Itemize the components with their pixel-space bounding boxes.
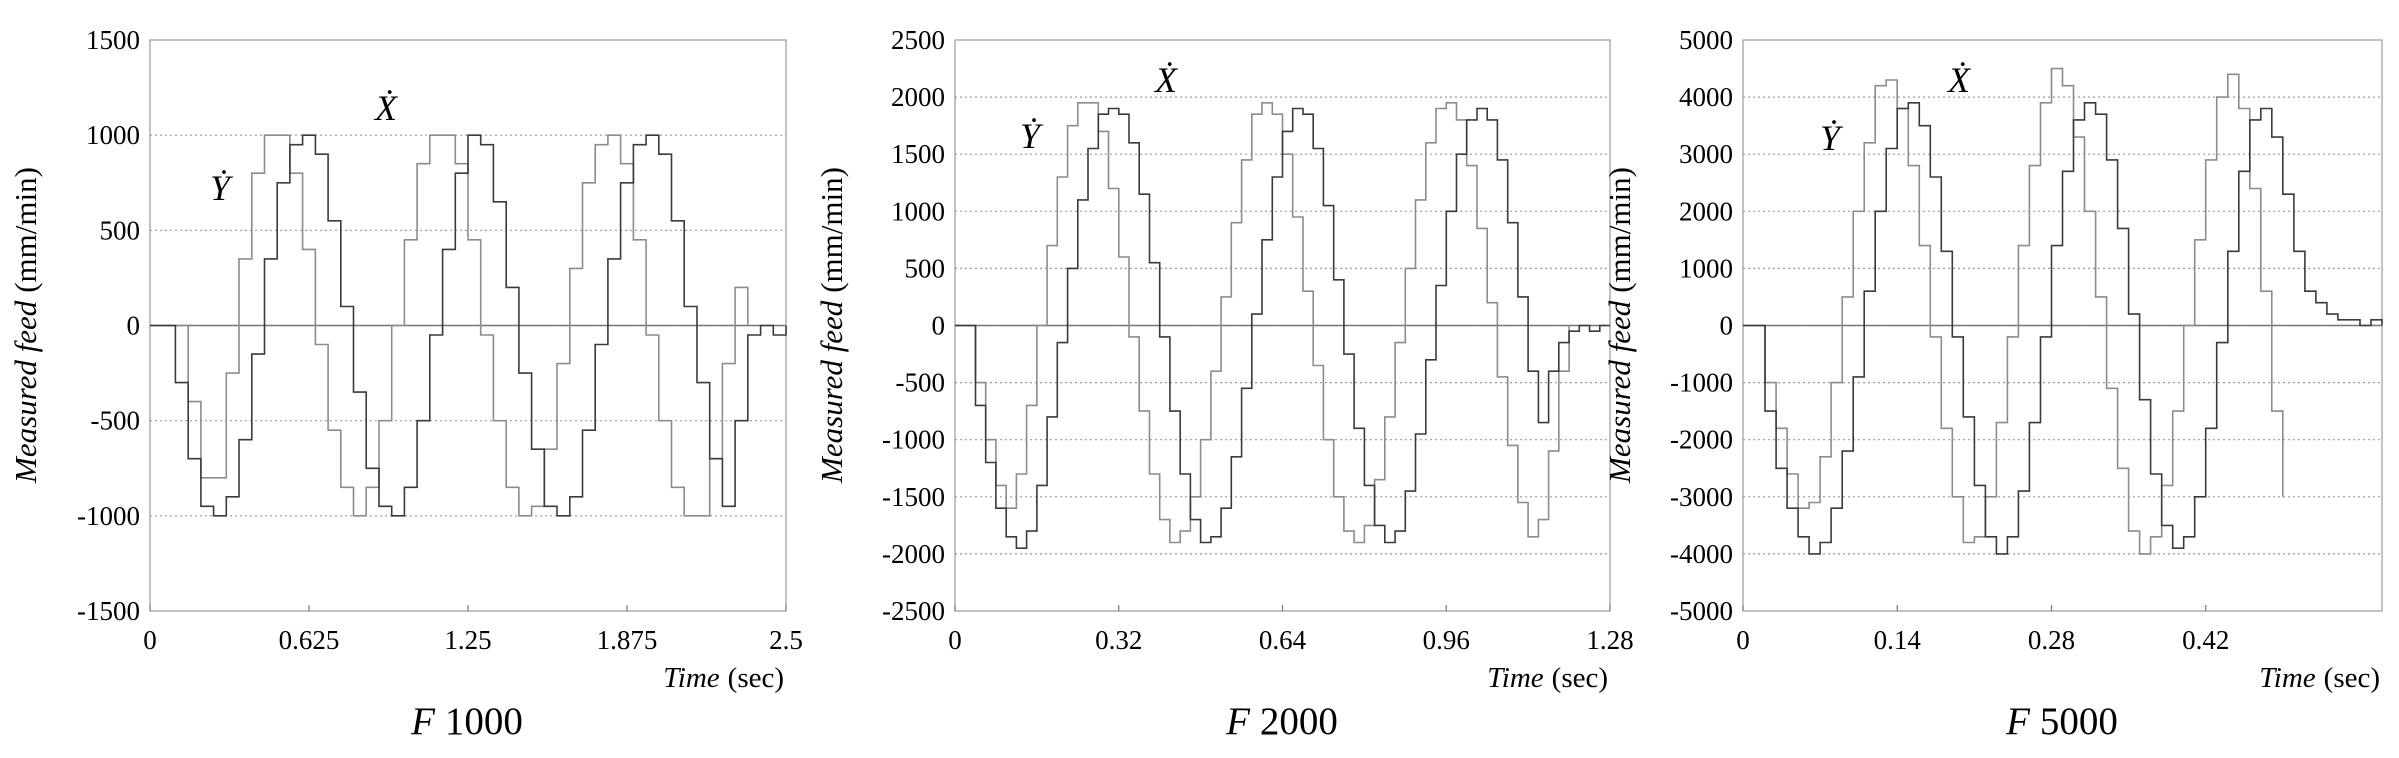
- y-axis-label-italic: Measured feed: [1602, 300, 1637, 484]
- x-axis-label-unit: (sec): [2324, 662, 2380, 694]
- y-axis-label-unit: (mm/min): [8, 167, 43, 293]
- y-tick-label: -2000: [882, 539, 945, 569]
- y-tick-label: 3000: [1679, 139, 1733, 169]
- chart-panel-f5000: -5000 -4000 -3000 -2000 -1000 0 1000 2000 3000 40…: [1602, 25, 2383, 743]
- x-tick-label: 1.25: [444, 625, 491, 655]
- x-tick-label: 0.32: [1095, 625, 1142, 655]
- y-axis-label-unit: (mm/min): [1602, 167, 1637, 293]
- y-tick-label: 500: [905, 253, 946, 283]
- caption-prefix: F: [2005, 700, 2031, 743]
- x-tick-label: 0.14: [1874, 625, 1922, 655]
- y-tick-label: -2500: [882, 596, 945, 626]
- x-axis-label-italic: Time: [2259, 662, 2316, 694]
- caption-prefix: F: [1225, 700, 1251, 743]
- x-tick-label: 0.96: [1423, 625, 1470, 655]
- y-tick-label: 0: [127, 311, 141, 341]
- x-axis-label: Time (sec): [1487, 662, 1608, 694]
- chart-panel-f2000: -2500 -2000 -1500 -1000 -500 0 500 1000 1500 2000…: [814, 25, 1634, 743]
- series-annotation-x-dot: Ẋ: [1153, 60, 1179, 100]
- y-axis-label: Measured feed (mm/min): [814, 167, 849, 484]
- series-annotation-y-dot: Ẏ: [1820, 118, 1844, 158]
- y-tick-label: -1000: [77, 501, 140, 531]
- y-tick-label: 4000: [1679, 82, 1733, 112]
- y-tick-label: -3000: [1670, 482, 1733, 512]
- y-tick-label: -1000: [882, 425, 945, 455]
- x-tick-label: 0: [143, 625, 157, 655]
- series-annotation-x-dot: Ẋ: [1946, 60, 1972, 100]
- y-tick-label: 500: [100, 215, 141, 245]
- y-tick-label: -1000: [1670, 368, 1733, 398]
- series-annotation-x-dot: Ẋ: [373, 88, 399, 128]
- y-tick-label: 1500: [86, 25, 140, 55]
- y-axis-label: Measured feed (mm/min): [1602, 167, 1637, 484]
- panel-caption: F 2000: [1225, 700, 1338, 743]
- y-tick-label: -4000: [1670, 539, 1733, 569]
- series-line-x-dot: [150, 134, 787, 517]
- panel-caption: F 5000: [2005, 700, 2118, 743]
- series-line-x-dot: [955, 107, 1610, 549]
- x-tick-label: 0: [1736, 625, 1750, 655]
- series-annotation-y-dot: Ẏ: [210, 168, 234, 208]
- y-tick-label: -1500: [882, 482, 945, 512]
- y-tick-label: 2500: [891, 25, 945, 55]
- y-axis-label-italic: Measured feed: [8, 300, 43, 484]
- y-tick-label: -500: [91, 406, 141, 436]
- x-tick-label: 0.625: [279, 625, 340, 655]
- series-line-y-dot: [955, 102, 1570, 544]
- series-line-x-dot: [1743, 102, 2383, 555]
- caption-prefix: F: [410, 700, 436, 743]
- y-tick-label: 2000: [1679, 196, 1733, 226]
- x-axis-label-unit: (sec): [1552, 662, 1608, 694]
- caption-value: 5000: [2040, 700, 2118, 743]
- x-tick-label: 2.5: [769, 625, 803, 655]
- x-axis-label: Time (sec): [2259, 662, 2380, 694]
- chart-panel-f1000: -1500 -1000 -500 0 500 1000 1500 0 0.625 1.25 1.87…: [8, 25, 803, 743]
- x-tick-label: 0.42: [2182, 625, 2229, 655]
- y-tick-label: 5000: [1679, 25, 1733, 55]
- x-tick-label: 0.64: [1259, 625, 1307, 655]
- y-tick-label: -5000: [1670, 596, 1733, 626]
- y-tick-label: 1000: [86, 120, 140, 150]
- y-tick-label: -500: [896, 368, 946, 398]
- caption-value: 2000: [1260, 700, 1338, 743]
- y-tick-label: -1500: [77, 596, 140, 626]
- x-tick-label: 0: [948, 625, 962, 655]
- series-line-y-dot: [150, 134, 749, 517]
- y-tick-label: -2000: [1670, 425, 1733, 455]
- y-tick-label: 1000: [1679, 253, 1733, 283]
- x-axis-label-italic: Time: [1487, 662, 1544, 694]
- caption-value: 1000: [445, 700, 523, 743]
- x-tick-label: 0.28: [2028, 625, 2075, 655]
- y-tick-label: 1500: [891, 139, 945, 169]
- y-tick-label: 1000: [891, 196, 945, 226]
- y-tick-label: 0: [932, 311, 946, 341]
- y-axis-label-italic: Measured feed: [814, 300, 849, 484]
- x-tick-label: 1.875: [597, 625, 658, 655]
- x-axis-label-unit: (sec): [728, 662, 784, 694]
- series-annotation-y-dot: Ẏ: [1020, 116, 1044, 156]
- series-line-y-dot: [1743, 67, 2284, 555]
- panel-caption: F 1000: [410, 700, 523, 743]
- x-axis-label: Time (sec): [663, 662, 784, 694]
- y-axis-label-unit: (mm/min): [814, 167, 849, 293]
- y-tick-label: 2000: [891, 82, 945, 112]
- y-tick-label: 0: [1720, 311, 1734, 341]
- y-axis-label: Measured feed (mm/min): [8, 167, 43, 484]
- x-tick-label: 1.28: [1586, 625, 1633, 655]
- x-axis-label-italic: Time: [663, 662, 720, 694]
